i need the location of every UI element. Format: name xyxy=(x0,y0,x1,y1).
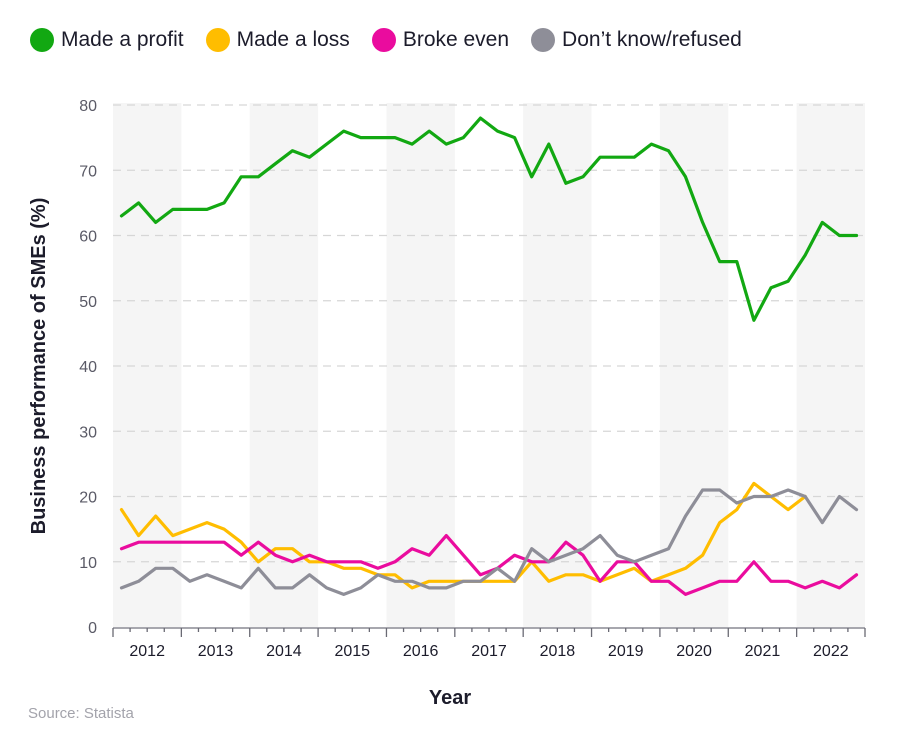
y-axis-title: Business performance of SMEs (%) xyxy=(28,198,50,535)
legend-item-loss[interactable]: Made a loss xyxy=(205,28,350,52)
x-tick-label: 2014 xyxy=(266,643,302,660)
legend-label-profit: Made a profit xyxy=(61,28,184,51)
x-axis-title: Year xyxy=(429,687,471,709)
y-tick-label: 40 xyxy=(79,359,97,376)
year-band xyxy=(796,103,865,627)
x-tick-label: 2017 xyxy=(471,643,507,660)
x-tick-label: 2012 xyxy=(129,643,165,660)
legend-swatch-profit xyxy=(30,28,54,52)
legend-label-broke-even: Broke even xyxy=(402,28,510,51)
x-tick-label: 2015 xyxy=(334,643,370,660)
series-line-don-t-know-refused xyxy=(119,488,859,596)
legend-item-dont-know[interactable]: Don’t know/refused xyxy=(531,28,742,52)
year-band xyxy=(386,103,455,627)
legend: Made a profit Made a loss Broke even Don… xyxy=(30,28,764,52)
legend-label-dont-know: Don’t know/refused xyxy=(562,28,742,51)
x-tick-label: 2013 xyxy=(198,643,234,660)
legend-label-loss: Made a loss xyxy=(236,28,350,51)
x-tick-label: 2022 xyxy=(813,643,849,660)
y-tick-label: 60 xyxy=(79,229,97,246)
y-tick-label: 0 xyxy=(88,620,97,637)
series-line-broke-even xyxy=(119,534,859,596)
year-band xyxy=(659,103,729,627)
y-tick-label: 10 xyxy=(79,555,97,572)
y-tick-label: 50 xyxy=(79,294,97,311)
x-tick-label: 2018 xyxy=(540,643,576,660)
legend-swatch-loss xyxy=(205,28,230,52)
x-tick-label: 2021 xyxy=(745,643,781,660)
x-tick-label: 2019 xyxy=(608,643,644,660)
legend-item-broke-even[interactable]: Broke even xyxy=(371,28,510,52)
y-tick-label: 30 xyxy=(79,424,97,441)
legend-swatch-dont-know xyxy=(531,28,556,52)
series-line-made-a-profit xyxy=(119,116,859,322)
y-tick-label: 80 xyxy=(79,98,97,115)
x-tick-label: 2020 xyxy=(676,643,712,660)
y-tick-label: 70 xyxy=(79,163,97,180)
y-tick-label: 20 xyxy=(79,490,97,507)
year-band xyxy=(113,103,182,627)
source-note: Source: Statista xyxy=(28,705,134,722)
legend-item-profit[interactable]: Made a profit xyxy=(30,28,184,52)
year-band xyxy=(249,103,319,627)
year-band xyxy=(523,103,592,627)
x-tick-label: 2016 xyxy=(403,643,439,660)
legend-swatch-broke-even xyxy=(371,28,396,52)
